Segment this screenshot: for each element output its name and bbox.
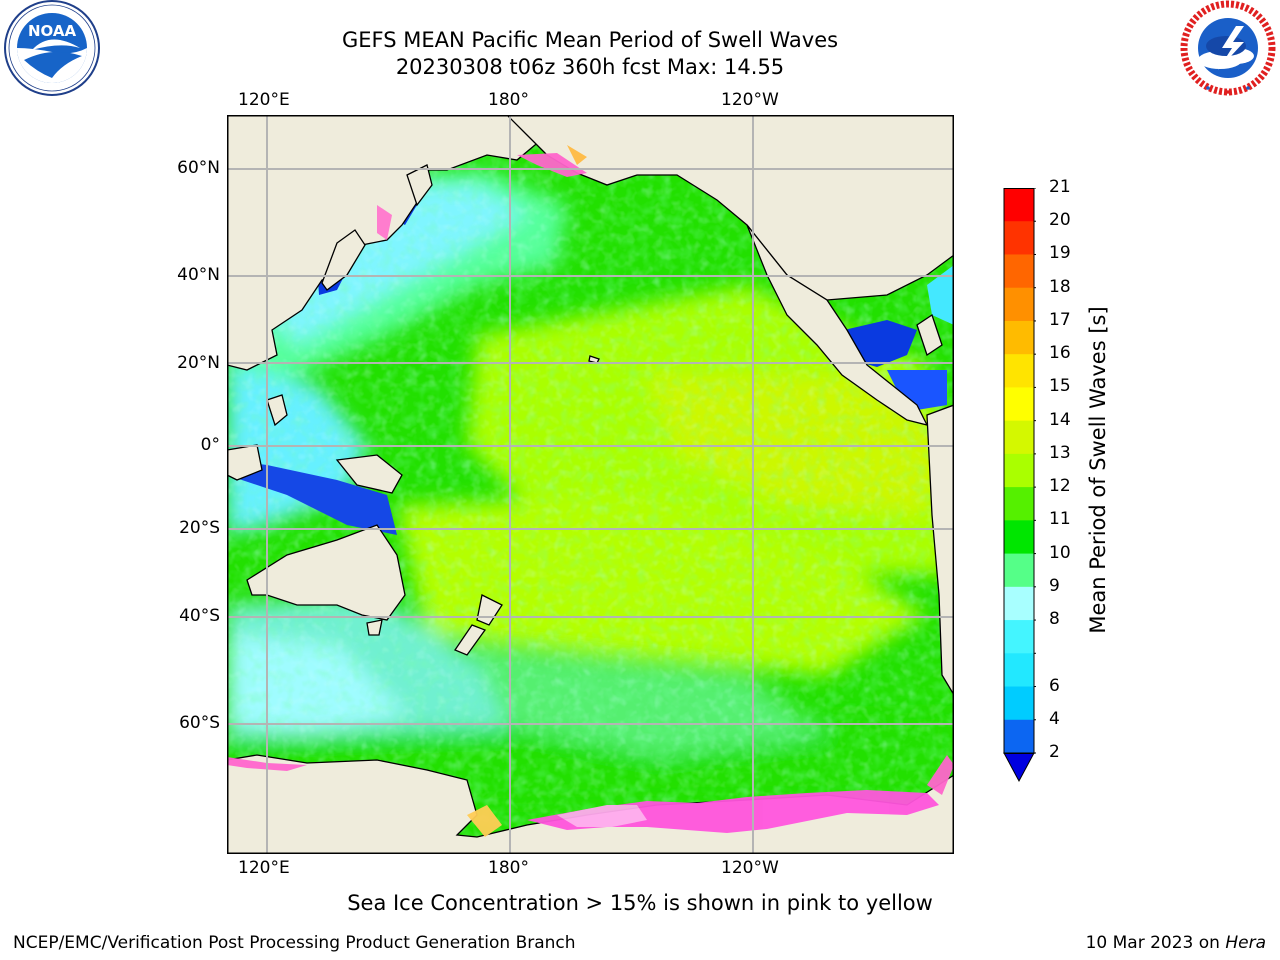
land-philippines [266,394,288,427]
footer-credit: NCEP/EMC/Verification Post Processing Pr… [13,933,576,953]
colorbar-tick-label: 14 [1049,409,1071,430]
colorbar-tick-label: 8 [1049,609,1060,630]
land-new-guinea [335,454,403,494]
colorbar-segment [1004,719,1034,754]
colorbar-label: Mean Period of Swell Waves [s] [1086,306,1110,634]
lat-label-60n: 60°N [177,158,220,178]
colorbar-segment [1004,420,1034,455]
colorbar-segment [1004,620,1034,654]
map-panel [227,115,954,854]
colorbar [1002,187,1038,783]
colorbar-segment [1004,453,1034,488]
colorbar-segment [1004,354,1034,388]
gulf-of-mexico-region [844,320,917,367]
atlantic-edge-region [927,265,954,325]
colorbar-ticks: 2 4 6 8 9 10 11 12 13 14 15 16 17 18 19 20 21 [1040,177,1100,783]
lon-label-top-120e: 120°E [238,90,290,110]
land-antarctica [227,754,954,854]
colorbar-tick-label: 12 [1049,476,1071,497]
land-central-america [746,224,929,426]
colorbar-tick-label: 11 [1049,509,1071,530]
noaa-logo-text: NOAA [28,22,77,40]
colorbar-segment [1004,254,1034,289]
colorbar-tick-label: 9 [1049,575,1060,596]
land-masses [227,115,954,854]
colorbar-segment [1004,653,1034,688]
lon-label-bottom-120w: 120°W [721,858,779,878]
colorbar-tick-label: 18 [1049,276,1071,297]
colorbar-segment [1004,553,1034,588]
colorbar-tick-label: 20 [1049,210,1071,231]
colorbar-tick-label: 2 [1049,742,1060,762]
lat-label-60s: 60°S [179,713,220,733]
colorbar-extend-arrow [1003,752,1035,783]
colorbar-tick-label: 6 [1049,675,1060,696]
colorbar-segment [1004,221,1034,255]
colorbar-tick-label: 16 [1049,343,1071,364]
land-tasmania [366,619,383,636]
colorbar-segment [1004,686,1034,721]
land-new-zealand-south [454,624,487,656]
lon-label-bottom-180: 180° [488,858,529,878]
colorbar-tick-label: 4 [1049,708,1060,729]
lat-label-0: 0° [200,435,220,455]
footer-date-text: 10 Mar 2023 on [1085,933,1226,953]
colorbar-tick-label: 10 [1049,542,1071,563]
colorbar-tick-label: 21 [1049,177,1071,197]
lat-label-40s: 40°S [179,606,220,626]
sea-ice-note: Sea Ice Concentration > 15% is shown in … [347,891,933,915]
lon-label-bottom-120e: 120°E [238,858,290,878]
noaa-logo: NOAA [2,0,102,100]
colorbar-svg [1003,187,1038,783]
lat-label-20s: 20°S [179,518,220,538]
colorbar-tick-label: 15 [1049,376,1071,397]
nws-logo [1178,0,1278,100]
indonesian-seas-region [227,460,397,535]
map-border [227,115,954,854]
lat-label-20n: 20°N [177,353,220,373]
chart-subtitle: 20230308 t06z 360h fcst Max: 14.55 [395,55,785,79]
colorbar-segment [1004,487,1034,521]
graticule [227,115,954,854]
land-florida [916,313,943,357]
colorbar-tick-label: 17 [1049,309,1071,330]
colorbar-segment [1004,287,1034,322]
colorbar-segment [1004,387,1034,422]
colorbar-tick-label: 13 [1049,442,1071,463]
colorbar-segment [1004,586,1034,621]
colorbar-segment [1004,520,1034,555]
lon-label-top-120w: 120°W [721,90,779,110]
colorbar-segment [1004,188,1034,222]
sea-ice [227,145,954,837]
colorbar-segment [1004,320,1034,355]
chart-title: GEFS MEAN Pacific Mean Period of Swell W… [341,28,839,52]
colorbar-tick-label: 19 [1049,243,1071,264]
footer-date: 10 Mar 2023 on Hera [1086,933,1266,953]
lon-label-top-180: 180° [488,90,529,110]
lat-label-40n: 40°N [177,265,220,285]
footer-machine: Hera [1225,933,1266,953]
land-south-america [926,404,954,697]
colorbar-outline [1003,188,1035,754]
caribbean-region [887,370,947,410]
map-svg [227,115,954,854]
